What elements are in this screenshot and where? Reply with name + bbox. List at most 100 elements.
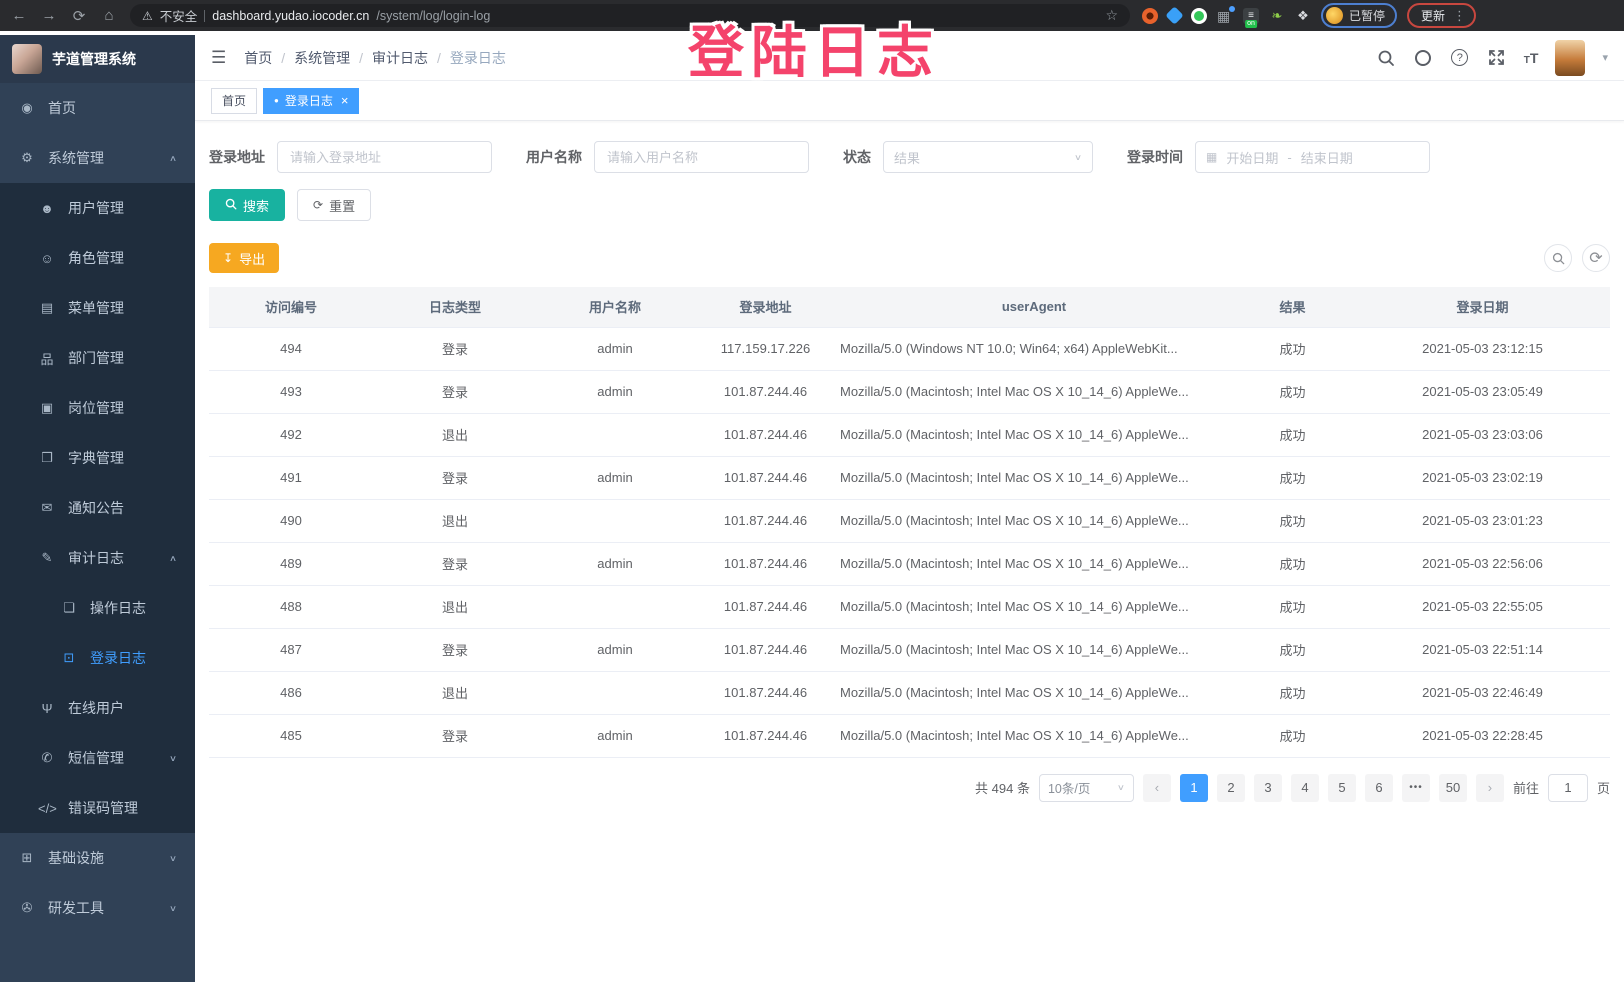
sidebar-item-system-management[interactable]: ⚙ 系统管理 ∧ xyxy=(0,133,195,183)
status-select[interactable]: 结果 ∨ xyxy=(883,141,1093,173)
sidebar-item-post-management[interactable]: ▣ 岗位管理 xyxy=(0,383,195,433)
sidebar-item-error-code[interactable]: </> 错误码管理 xyxy=(0,783,195,833)
page-button-6[interactable]: 6 xyxy=(1364,773,1393,802)
github-icon[interactable] xyxy=(1413,48,1433,68)
cell-ip: 101.87.244.46 xyxy=(693,714,838,758)
date-range-picker[interactable]: ▦ 开始日期 - 结束日期 xyxy=(1195,141,1430,173)
sidebar-item-dict-management[interactable]: ❒ 字典管理 xyxy=(0,433,195,483)
table-tool-buttons: ⟳ xyxy=(1544,244,1610,272)
goto-page-input[interactable] xyxy=(1547,773,1588,802)
page-size-select[interactable]: 10条/页 ∨ xyxy=(1038,773,1134,802)
fullscreen-icon[interactable] xyxy=(1487,48,1507,68)
breadcrumb: 首页 / 系统管理 / 审计日志 / 登录日志 xyxy=(244,48,506,68)
chevron-up-icon: ∧ xyxy=(168,553,177,563)
message-icon: ✉ xyxy=(41,500,53,515)
avatar-caret-icon[interactable]: ▾ xyxy=(1602,52,1608,64)
extensions-puzzle-icon[interactable]: ❖ xyxy=(1297,7,1309,23)
login-log-icon: ⊡ xyxy=(63,650,75,665)
browser-forward-icon[interactable]: → xyxy=(41,7,57,24)
goto-label: 前往 xyxy=(1512,781,1539,796)
cell-log-type: 登录 xyxy=(373,370,537,414)
more-pages-button[interactable]: ••• xyxy=(1401,773,1430,802)
browser-menu-icon[interactable]: ⋮ xyxy=(1453,7,1467,23)
sidebar-item-home[interactable]: ◉ 首页 xyxy=(0,83,195,133)
toggle-search-button[interactable] xyxy=(1544,244,1572,272)
sidebar-item-infrastructure[interactable]: ⊞ 基础设施 ∨ xyxy=(0,833,195,883)
tab-home[interactable]: 首页 xyxy=(211,87,258,114)
sidebar-item-user-management[interactable]: ☻ 用户管理 xyxy=(0,183,195,233)
export-button[interactable]: ↧ 导出 xyxy=(209,243,280,273)
page-button-3[interactable]: 3 xyxy=(1253,773,1282,802)
reset-button[interactable]: ⟳ 重置 xyxy=(297,189,372,221)
sidebar-item-role-management[interactable]: ☺ 角色管理 xyxy=(0,233,195,283)
sidebar-item-label: 基础设施 xyxy=(48,850,104,866)
browser-update-button[interactable]: 更新 ⋮ xyxy=(1407,3,1477,28)
chevron-down-icon: ∨ xyxy=(1116,783,1125,793)
sidebar-item-audit-log[interactable]: ✎ 审计日志 ∧ xyxy=(0,533,195,583)
form-actions: 搜索 ⟳ 重置 xyxy=(209,189,1610,221)
column-header: 结果 xyxy=(1230,287,1355,328)
browser-home-icon[interactable]: ⌂ xyxy=(104,7,114,24)
extension-grid-icon[interactable] xyxy=(1217,5,1235,24)
page-button-2[interactable]: 2 xyxy=(1216,773,1245,802)
cell-user-agent: Mozilla/5.0 (Macintosh; Intel Mac OS X 1… xyxy=(838,456,1230,500)
sidebar-item-dept-management[interactable]: 品 部门管理 xyxy=(0,333,195,383)
username-input[interactable] xyxy=(594,141,809,173)
not-secure-label[interactable]: 不安全 xyxy=(159,10,198,24)
page-button-1[interactable]: 1 xyxy=(1179,773,1208,802)
hamburger-icon[interactable]: ☰ xyxy=(211,47,227,67)
active-dot-icon: ● xyxy=(274,95,279,105)
sidebar-item-dev-tools[interactable]: ✇ 研发工具 ∨ xyxy=(0,883,195,933)
profile-paused-badge[interactable]: 已暂停 xyxy=(1321,3,1398,28)
search-icon[interactable] xyxy=(1376,48,1396,68)
dashboard-icon: ◉ xyxy=(21,100,33,115)
extension-orange-icon[interactable] xyxy=(1142,7,1158,24)
address-bar[interactable]: ⚠ 不安全 dashboard.yudao.iocoder.cn /system… xyxy=(130,4,1130,27)
gear-icon: ⚙ xyxy=(21,150,33,165)
refresh-table-button[interactable]: ⟳ xyxy=(1582,244,1610,272)
browser-back-icon[interactable]: ← xyxy=(11,7,27,24)
chevron-up-icon: ∧ xyxy=(168,153,177,163)
search-button[interactable]: 搜索 xyxy=(209,189,286,221)
table-row: 485 登录 admin 101.87.244.46 Mozilla/5.0 (Maci… xyxy=(209,714,1610,758)
prev-page-button[interactable]: ‹ xyxy=(1142,773,1171,802)
page-size-value: 10条/页 xyxy=(1047,782,1091,796)
extension-heart-icon[interactable] xyxy=(1191,7,1207,24)
breadcrumb-separator: / xyxy=(437,49,441,66)
page-button-4[interactable]: 4 xyxy=(1290,773,1319,802)
cell-id: 491 xyxy=(209,456,373,500)
sidebar-item-menu-management[interactable]: ▤ 菜单管理 xyxy=(0,283,195,333)
user-avatar[interactable] xyxy=(1555,39,1586,76)
breadcrumb-home[interactable]: 首页 xyxy=(244,49,273,66)
sidebar-item-label: 登录日志 xyxy=(90,650,146,666)
sidebar-item-operation-log[interactable]: ❏ 操作日志 xyxy=(0,583,195,633)
page-button-5[interactable]: 5 xyxy=(1327,773,1356,802)
cell-username: admin xyxy=(537,327,693,371)
sidebar-item-login-log[interactable]: ⊡ 登录日志 xyxy=(0,633,195,683)
sidebar-item-online-users[interactable]: Ψ 在线用户 xyxy=(0,683,195,733)
sidebar-item-notice[interactable]: ✉ 通知公告 xyxy=(0,483,195,533)
login-address-input[interactable] xyxy=(277,141,492,173)
extension-list-icon[interactable]: ≡ on xyxy=(1243,7,1259,28)
help-icon[interactable]: ? xyxy=(1450,48,1470,68)
table-row: 487 登录 admin 101.87.244.46 Mozilla/5.0 (Maci… xyxy=(209,628,1610,672)
breadcrumb-system[interactable]: 系统管理 xyxy=(294,49,351,66)
sidebar-logo[interactable]: 芋道管理系统 xyxy=(0,35,195,83)
browser-reload-icon[interactable]: ⟳ xyxy=(72,7,86,25)
extension-gem-icon[interactable] xyxy=(1165,6,1184,25)
bookmark-star-icon[interactable]: ☆ xyxy=(1105,7,1118,23)
breadcrumb-audit-log[interactable]: 审计日志 xyxy=(372,49,429,66)
browser-toolbar: ← → ⟳ ⌂ ⚠ 不安全 dashboard.yudao.iocoder.cn… xyxy=(0,0,1624,31)
extension-leaf-icon[interactable]: ❧ xyxy=(1271,7,1283,23)
chevron-down-icon: ∨ xyxy=(168,853,177,863)
page-button-last[interactable]: 50 xyxy=(1438,773,1467,802)
tab-login-log[interactable]: ● 登录日志 × xyxy=(263,87,360,114)
cell-user-agent: Mozilla/5.0 (Macintosh; Intel Mac OS X 1… xyxy=(838,585,1230,629)
font-size-icon[interactable]: TT xyxy=(1523,49,1539,66)
paused-label: 已暂停 xyxy=(1349,9,1386,23)
filter-username: 用户名称 xyxy=(526,141,809,173)
sidebar-item-sms-management[interactable]: ✆ 短信管理 ∨ xyxy=(0,733,195,783)
cell-log-type: 登录 xyxy=(373,542,537,586)
next-page-button[interactable]: › xyxy=(1475,773,1504,802)
close-icon[interactable]: × xyxy=(340,93,349,108)
